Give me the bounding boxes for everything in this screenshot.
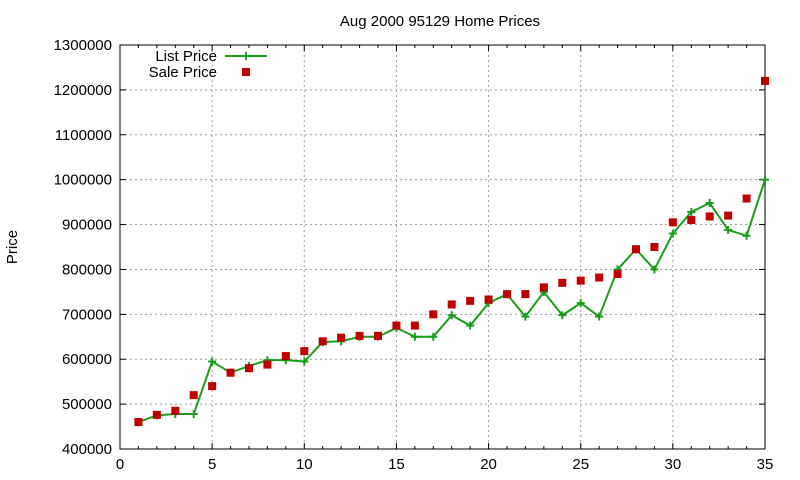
- list-price-point: [668, 229, 677, 238]
- sale-price-point: [226, 368, 235, 377]
- list-price-point: [761, 175, 769, 184]
- y-tick-label: 1000000: [54, 172, 112, 189]
- x-tick-label: 30: [665, 456, 682, 473]
- axis-ticks: 400000 500000 600000 700000 800000 900000 1000…: [54, 37, 774, 473]
- sale-price-point: [245, 364, 253, 373]
- list-price-point: [705, 199, 714, 208]
- sale-price-point: [189, 391, 198, 400]
- list-price-point: [208, 357, 217, 366]
- sale-price-point: [281, 352, 290, 361]
- x-tick-label: 15: [388, 456, 405, 473]
- sale-price-point: [724, 211, 733, 220]
- y-tick-label: 1100000: [55, 127, 112, 144]
- list-price-point: [466, 321, 475, 330]
- sale-price-point: [613, 269, 622, 278]
- sale-price-point: [521, 290, 530, 299]
- list-price-point: [189, 409, 198, 418]
- sale-price-point: [484, 295, 493, 304]
- y-tick-label: 600000: [62, 351, 112, 368]
- list-price-point: [650, 265, 659, 274]
- sale-price-point: [742, 194, 751, 203]
- x-tick-label: 20: [480, 456, 497, 473]
- plot-frame: [119, 44, 766, 450]
- legend-label-list-price: List Price: [155, 48, 217, 65]
- list-price-point: [576, 299, 585, 308]
- list-price-point: [724, 225, 733, 234]
- sale-price-point: [171, 406, 180, 415]
- list-price-point: [429, 332, 438, 341]
- list-price-point: [742, 231, 751, 240]
- sale-price-point: [466, 296, 475, 305]
- list-price-point: [595, 312, 604, 321]
- sale-price-point: [152, 410, 161, 419]
- sale-price-point: [429, 310, 438, 319]
- sale-price-point: [687, 216, 696, 225]
- x-tick-label: 5: [208, 456, 216, 473]
- y-tick-label: 1300000: [54, 37, 112, 54]
- y-tick-label: 900000: [62, 217, 112, 234]
- sale-price-point: [410, 321, 419, 330]
- sale-price-point: [539, 283, 548, 292]
- y-tick-label: 400000: [62, 441, 112, 458]
- sale-price-point: [374, 331, 382, 340]
- sale-price-point: [134, 418, 143, 427]
- sale-price-point: [632, 245, 640, 254]
- series: [134, 76, 769, 427]
- y-tick-label: 500000: [62, 396, 112, 413]
- y-tick-label: 700000: [62, 306, 112, 323]
- sale-price-point: [337, 333, 346, 342]
- x-tick-label: 10: [296, 456, 313, 473]
- y-axis-label: Price: [4, 230, 21, 264]
- list-price-point: [447, 311, 456, 320]
- sale-price-point: [263, 360, 272, 369]
- sale-price-point: [558, 278, 567, 287]
- list-price-point: [687, 207, 696, 216]
- sale-price-point: [447, 300, 456, 309]
- sale-price-point: [355, 331, 364, 340]
- chart-title: Aug 2000 95129 Home Prices: [340, 13, 540, 30]
- sale-price-point: [761, 76, 769, 85]
- y-tick-label: 800000: [62, 261, 112, 278]
- sale-price-point: [595, 273, 604, 282]
- x-tick-label: 25: [572, 456, 589, 473]
- sale-price-point: [300, 347, 309, 356]
- grid: [120, 45, 765, 449]
- sale-price-point: [503, 290, 511, 299]
- list-price-point: [300, 357, 309, 366]
- sale-price-point: [705, 212, 714, 221]
- y-tick-label: 1200000: [54, 82, 112, 99]
- list-price-point: [521, 312, 530, 321]
- sale-price-point: [668, 218, 677, 227]
- sale-price-point: [392, 321, 401, 330]
- legend-label-sale-price: Sale Price: [149, 64, 217, 81]
- sale-price-point: [650, 243, 659, 251]
- list-price-point: [558, 311, 567, 320]
- sale-price-point: [318, 337, 327, 346]
- x-tick-label: 0: [116, 456, 124, 473]
- sale-price-point: [576, 276, 585, 285]
- list-price-point: [410, 332, 419, 341]
- sale-price-point: [208, 382, 217, 391]
- x-tick-label: 35: [757, 456, 774, 473]
- legend-marker-sale-price: [242, 68, 250, 76]
